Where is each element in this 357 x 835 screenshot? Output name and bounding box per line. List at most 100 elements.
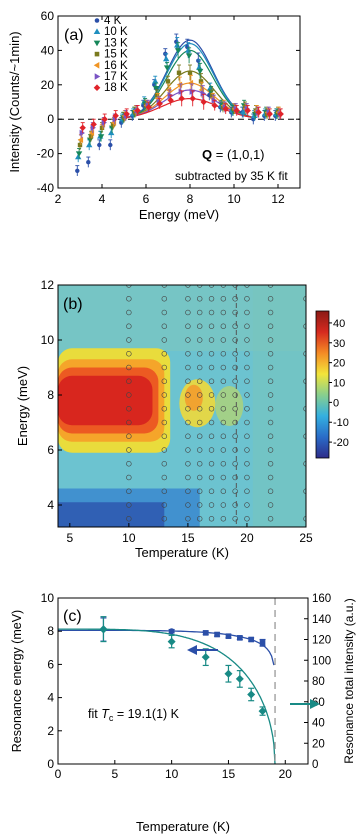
right-arrow xyxy=(290,699,320,709)
data-point xyxy=(198,79,204,84)
measurement-point xyxy=(220,337,227,343)
measurement-point xyxy=(197,502,203,508)
panel-a-label: (a) xyxy=(64,27,84,44)
data-point xyxy=(225,633,232,639)
legend-label: 15 K xyxy=(104,49,128,61)
measurement-point xyxy=(232,296,238,302)
data-point xyxy=(255,109,262,116)
measurement-point xyxy=(208,296,215,302)
measurement-point xyxy=(197,309,203,316)
measurement-point xyxy=(161,351,167,357)
legend-marker xyxy=(94,51,100,57)
heatmap-low-band-deep xyxy=(58,502,165,527)
measurement-point xyxy=(197,378,203,384)
measurement-point xyxy=(197,488,203,494)
measurement-point xyxy=(232,378,238,384)
measurement-point xyxy=(232,351,238,357)
data-points xyxy=(75,33,284,176)
data-point xyxy=(235,674,244,683)
measurement-point xyxy=(197,406,203,412)
heatmap xyxy=(58,285,306,527)
data-point xyxy=(77,142,83,148)
measurement-point xyxy=(208,502,215,508)
measurement-point xyxy=(185,323,191,329)
measurement-point xyxy=(232,433,238,439)
y-tick-label: 0 xyxy=(47,757,54,771)
y-tick-label-right: 140 xyxy=(312,614,331,626)
measurement-point xyxy=(185,337,191,343)
legend-label: 17 K xyxy=(104,71,128,83)
y-axis-label: Energy (meV) xyxy=(15,366,30,446)
x-ticks: 2 4 6 8 10 12 xyxy=(55,16,285,206)
measurement-point xyxy=(244,296,250,302)
measurement-point xyxy=(126,474,132,481)
left-arrow xyxy=(187,645,218,655)
data-point xyxy=(201,653,210,662)
data-point xyxy=(214,631,220,638)
measurement-point xyxy=(197,419,203,426)
measurement-point xyxy=(161,337,167,343)
data-point xyxy=(211,102,218,109)
y-tick-label: 0 xyxy=(47,112,54,126)
measurement-points xyxy=(126,285,306,522)
measurement-point xyxy=(197,461,203,467)
panel-c-marks xyxy=(58,598,276,764)
measurement-point xyxy=(244,351,250,357)
measurement-point xyxy=(208,309,215,316)
colorbar-gradient xyxy=(315,310,330,459)
data-point xyxy=(196,68,204,75)
measurement-point xyxy=(303,406,306,412)
legend-marker xyxy=(93,84,101,91)
data-point xyxy=(248,636,254,643)
measurement-point xyxy=(185,309,191,316)
measurement-point xyxy=(220,364,227,371)
measurement-point xyxy=(208,337,215,343)
measurement-point xyxy=(208,461,215,467)
data-point xyxy=(174,48,182,54)
data-point xyxy=(99,625,108,634)
measurement-point xyxy=(220,406,227,412)
measurement-point xyxy=(220,516,227,522)
y-tick-label-right: 100 xyxy=(312,655,331,667)
measurement-point xyxy=(244,433,250,439)
fit-tc-annotation: fit Tc = 19.1(1) K xyxy=(88,707,180,723)
measurement-point xyxy=(244,516,250,522)
y-tick-label: 40 xyxy=(41,43,55,57)
measurement-point xyxy=(161,461,167,467)
heatmap-warm-core xyxy=(184,384,203,411)
data-point xyxy=(99,125,105,130)
measurement-point xyxy=(303,323,306,329)
annotation-q-rest: = (1,0,1) xyxy=(212,147,264,162)
data-point xyxy=(168,628,175,635)
measurement-point xyxy=(232,323,238,329)
y-axis-label-left: Resonance energy (meV) xyxy=(10,610,24,752)
measurement-point xyxy=(197,323,203,329)
x-tick-label: 0 xyxy=(55,767,62,781)
data-point xyxy=(224,669,233,678)
measurement-point xyxy=(126,516,132,522)
y-ticks: -40 -20 0 20 40 60 xyxy=(37,9,300,195)
measurement-point xyxy=(303,516,306,522)
legend-marker xyxy=(93,62,100,69)
measurement-point xyxy=(126,378,132,384)
measurement-point xyxy=(197,433,203,439)
data-point xyxy=(97,142,102,148)
measurement-point xyxy=(126,364,132,371)
y-tick-label: 8 xyxy=(47,624,54,638)
measurement-point xyxy=(185,447,191,453)
y-tick-label-right: 120 xyxy=(312,635,331,647)
data-point xyxy=(187,79,194,87)
measurement-point xyxy=(232,337,238,343)
measurement-point xyxy=(197,474,203,481)
measurement-point xyxy=(220,447,227,453)
x-ticks: 5 10 15 20 25 xyxy=(66,523,313,545)
measurement-point xyxy=(185,378,191,384)
measurement-point xyxy=(126,309,132,316)
measurement-point xyxy=(185,502,191,508)
measurement-point xyxy=(197,364,203,371)
y-tick-label: 6 xyxy=(47,443,54,457)
colorbar-tick-label: -10 xyxy=(333,417,349,429)
measurement-point xyxy=(267,516,274,522)
measurement-point xyxy=(267,406,274,412)
